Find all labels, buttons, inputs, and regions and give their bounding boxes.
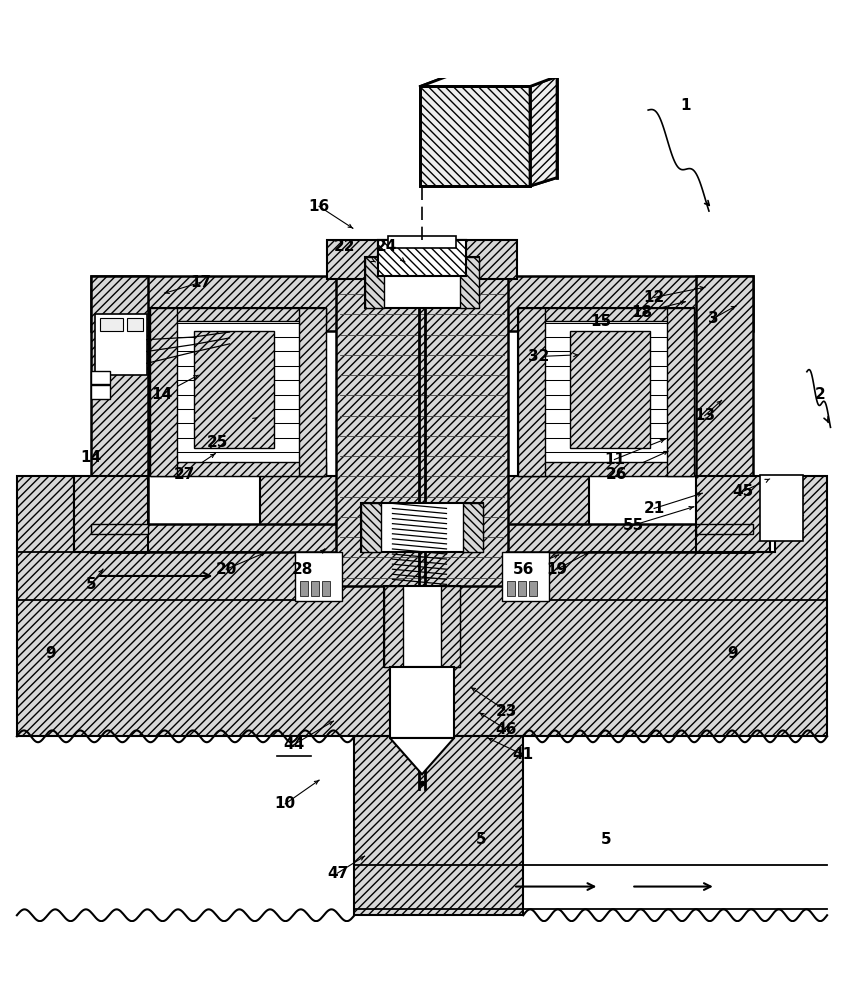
Bar xyxy=(518,581,526,596)
Text: 3: 3 xyxy=(708,311,718,326)
Text: 20: 20 xyxy=(215,562,237,577)
Text: 2: 2 xyxy=(815,387,825,402)
Text: 13: 13 xyxy=(694,408,716,423)
Bar xyxy=(507,581,515,596)
Polygon shape xyxy=(150,462,326,476)
Text: 19: 19 xyxy=(546,562,568,577)
Polygon shape xyxy=(299,308,326,476)
Polygon shape xyxy=(420,86,530,186)
Bar xyxy=(100,318,123,331)
Text: 1: 1 xyxy=(680,98,690,113)
Polygon shape xyxy=(530,76,557,186)
Polygon shape xyxy=(74,476,148,552)
Text: 5: 5 xyxy=(601,832,611,847)
Text: 11: 11 xyxy=(604,452,625,467)
Polygon shape xyxy=(361,503,381,552)
Bar xyxy=(760,475,803,541)
Polygon shape xyxy=(327,240,517,279)
Text: 17: 17 xyxy=(190,275,212,290)
Polygon shape xyxy=(354,736,523,915)
Polygon shape xyxy=(570,331,650,448)
Bar xyxy=(420,86,530,186)
Text: 44: 44 xyxy=(283,737,305,752)
Text: 25: 25 xyxy=(207,435,229,450)
Text: 21: 21 xyxy=(643,501,665,516)
Bar xyxy=(502,552,549,601)
Text: 45: 45 xyxy=(732,484,754,499)
Polygon shape xyxy=(194,331,274,448)
Bar xyxy=(518,308,694,476)
Bar xyxy=(311,581,319,596)
Polygon shape xyxy=(336,259,508,586)
Bar xyxy=(322,581,330,596)
Polygon shape xyxy=(460,257,479,308)
Bar xyxy=(91,524,148,534)
Bar xyxy=(696,524,753,534)
Text: 10: 10 xyxy=(274,796,296,811)
Text: 23: 23 xyxy=(495,704,517,718)
Bar xyxy=(95,314,147,375)
Bar xyxy=(365,257,479,308)
Bar xyxy=(300,581,308,596)
Bar xyxy=(91,385,110,399)
Polygon shape xyxy=(518,462,694,476)
Polygon shape xyxy=(446,476,827,736)
Text: 15: 15 xyxy=(590,314,612,329)
Polygon shape xyxy=(91,276,148,552)
Polygon shape xyxy=(365,257,384,308)
Text: 46: 46 xyxy=(495,722,517,737)
Polygon shape xyxy=(518,308,545,476)
Text: 14: 14 xyxy=(151,387,173,402)
Polygon shape xyxy=(420,76,557,86)
Polygon shape xyxy=(441,586,460,667)
Bar xyxy=(91,371,110,384)
Polygon shape xyxy=(91,524,753,552)
Text: 12: 12 xyxy=(643,290,665,305)
Text: 26: 26 xyxy=(605,467,627,482)
Text: 28: 28 xyxy=(291,562,313,577)
Text: 9: 9 xyxy=(728,646,738,661)
Text: 22: 22 xyxy=(333,239,355,254)
Polygon shape xyxy=(150,308,326,321)
Bar xyxy=(295,552,342,601)
Text: 18: 18 xyxy=(630,305,652,320)
Text: 5: 5 xyxy=(476,832,486,847)
Polygon shape xyxy=(91,276,753,331)
Text: 56: 56 xyxy=(512,562,534,577)
Bar xyxy=(150,308,326,476)
Polygon shape xyxy=(378,240,466,259)
Bar xyxy=(388,236,456,248)
Bar xyxy=(529,581,537,596)
Text: 24: 24 xyxy=(376,239,398,254)
Polygon shape xyxy=(463,503,483,552)
Text: 16: 16 xyxy=(308,199,330,214)
Polygon shape xyxy=(667,308,694,476)
Text: 5: 5 xyxy=(86,577,96,592)
Polygon shape xyxy=(696,476,770,552)
Polygon shape xyxy=(518,308,694,321)
Text: 41: 41 xyxy=(512,747,534,762)
Text: 32: 32 xyxy=(528,349,549,364)
Polygon shape xyxy=(390,738,454,774)
Text: 14: 14 xyxy=(80,450,102,465)
Polygon shape xyxy=(384,586,403,667)
Text: 9: 9 xyxy=(46,646,56,661)
Text: 47: 47 xyxy=(327,866,349,881)
Polygon shape xyxy=(696,276,753,552)
Polygon shape xyxy=(17,476,446,736)
Bar xyxy=(361,503,483,552)
Polygon shape xyxy=(390,667,454,738)
Text: 55: 55 xyxy=(622,518,644,533)
Polygon shape xyxy=(378,240,466,276)
Polygon shape xyxy=(150,308,177,476)
Polygon shape xyxy=(384,586,460,667)
Text: 27: 27 xyxy=(173,467,195,482)
Bar xyxy=(127,318,143,331)
